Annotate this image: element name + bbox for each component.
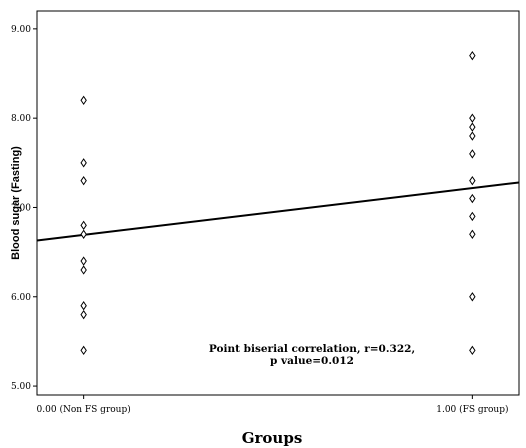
data-point <box>469 175 476 186</box>
data-point <box>469 345 476 356</box>
data-point <box>469 149 476 159</box>
y-axis-title: Blood sugar (Fasting) <box>10 146 22 260</box>
fit-line <box>36 181 520 242</box>
y-tick-label: 8.00 <box>11 114 31 124</box>
y-tick-label: 9.00 <box>11 25 31 35</box>
data-point <box>469 211 476 222</box>
x-axis-ticks: 0.00 (Non FS group) 1.00 (FS group) <box>37 395 508 415</box>
data-point <box>469 292 476 302</box>
y-tick-label: 7.00 <box>11 203 31 213</box>
plot-frame <box>36 10 520 396</box>
y-tick-label: 6.00 <box>11 293 31 303</box>
data-point <box>80 220 87 231</box>
data-points <box>80 50 476 356</box>
y-axis-ticks: 5.00 6.00 7.00 8.00 9.00 <box>11 25 37 392</box>
data-point <box>469 193 476 204</box>
x-axis-title: Groups <box>242 429 303 447</box>
data-point <box>469 113 476 123</box>
annotation-line-2: p value=0.012 <box>270 355 354 367</box>
data-point <box>80 265 87 275</box>
data-point <box>80 158 87 168</box>
x-tick-label: 0.00 (Non FS group) <box>37 404 131 415</box>
data-point <box>80 345 87 356</box>
data-point <box>469 122 476 132</box>
data-point <box>80 229 87 239</box>
annotation-line-1: Point biserial correlation, r=0.322, <box>209 343 415 355</box>
data-point <box>80 301 87 311</box>
data-point <box>80 175 87 186</box>
y-tick-label: 5.00 <box>11 382 31 392</box>
data-point <box>469 229 476 239</box>
data-point <box>469 131 476 141</box>
data-point <box>80 256 87 266</box>
x-tick-label: 1.00 (FS group) <box>436 404 508 415</box>
data-point <box>80 95 87 105</box>
data-point <box>80 309 87 320</box>
data-point <box>469 50 476 61</box>
